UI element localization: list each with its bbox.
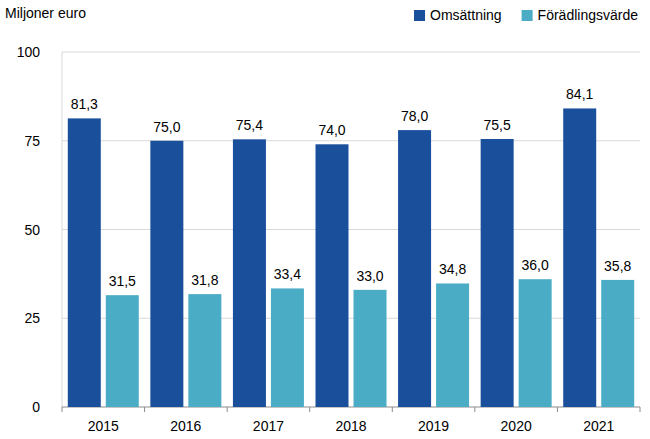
x-tick-mark: [144, 407, 145, 412]
data-label: 75,4: [236, 117, 263, 133]
y-tick-label: 100: [17, 44, 41, 60]
data-label: 36,0: [522, 257, 549, 273]
data-label: 33,0: [356, 268, 383, 284]
bars: [68, 108, 634, 407]
legend-swatch: [522, 10, 533, 21]
chart-svg: 0 25 50 75 100 2015 2016 2017 2018 2019 2020 2021 81…: [0, 0, 650, 439]
bar: [601, 280, 634, 407]
y-axis-label: Miljoner euro: [5, 5, 86, 21]
grid-line: [62, 52, 640, 53]
y-tick-label: 25: [24, 310, 40, 326]
bar: [68, 118, 101, 407]
y-tick-label: 50: [24, 222, 40, 238]
bar: [106, 295, 139, 407]
x-tick-mark: [392, 407, 393, 412]
x-tick-label: 2020: [501, 418, 532, 434]
data-label: 78,0: [401, 108, 428, 124]
legend-item: Omsättning: [414, 7, 502, 23]
data-label: 75,0: [153, 119, 180, 135]
bar: [519, 279, 552, 407]
bar: [316, 144, 349, 407]
x-tick-mark: [309, 407, 310, 412]
data-label: 75,5: [484, 117, 511, 133]
data-label: 84,1: [566, 86, 593, 102]
data-label: 31,5: [109, 273, 136, 289]
data-label: 34,8: [439, 261, 466, 277]
bar: [233, 139, 266, 407]
bar: [563, 108, 596, 407]
legend-item: Förädlingsvärde: [522, 7, 639, 23]
x-tick-label: 2015: [88, 418, 119, 434]
bar: [188, 294, 221, 407]
grid-line: [62, 318, 640, 319]
legend-swatch: [414, 10, 425, 21]
chart-container: 0 25 50 75 100 2015 2016 2017 2018 2019 2020 2021 81…: [0, 0, 650, 439]
x-tick-mark: [227, 407, 228, 412]
legend-label: Omsättning: [430, 7, 502, 23]
grid-line: [62, 229, 640, 230]
x-tick-mark: [62, 407, 63, 412]
x-tick-label: 2018: [335, 418, 366, 434]
bar: [436, 283, 469, 407]
grid-line: [62, 407, 640, 408]
data-label: 35,8: [604, 258, 631, 274]
x-tick-label: 2019: [418, 418, 449, 434]
x-tick-mark: [640, 407, 641, 412]
x-tick-label: 2021: [583, 418, 614, 434]
data-label: 31,8: [191, 272, 218, 288]
x-tick-mark: [474, 407, 475, 412]
legend: Omsättning Förädlingsvärde: [414, 7, 638, 23]
x-tick-label: 2017: [253, 418, 284, 434]
legend-label: Förädlingsvärde: [538, 7, 639, 23]
y-tick-label: 0: [32, 399, 40, 415]
bar: [398, 130, 431, 407]
grid-line: [62, 140, 640, 141]
data-label: 33,4: [274, 266, 301, 282]
bar: [354, 290, 387, 407]
bar: [271, 288, 304, 407]
bar: [481, 139, 514, 407]
data-label: 74,0: [318, 122, 345, 138]
data-label: 81,3: [71, 96, 98, 112]
x-tick-label: 2016: [170, 418, 201, 434]
bar: [150, 141, 183, 407]
y-tick-label: 75: [24, 133, 40, 149]
x-tick-mark: [557, 407, 558, 412]
